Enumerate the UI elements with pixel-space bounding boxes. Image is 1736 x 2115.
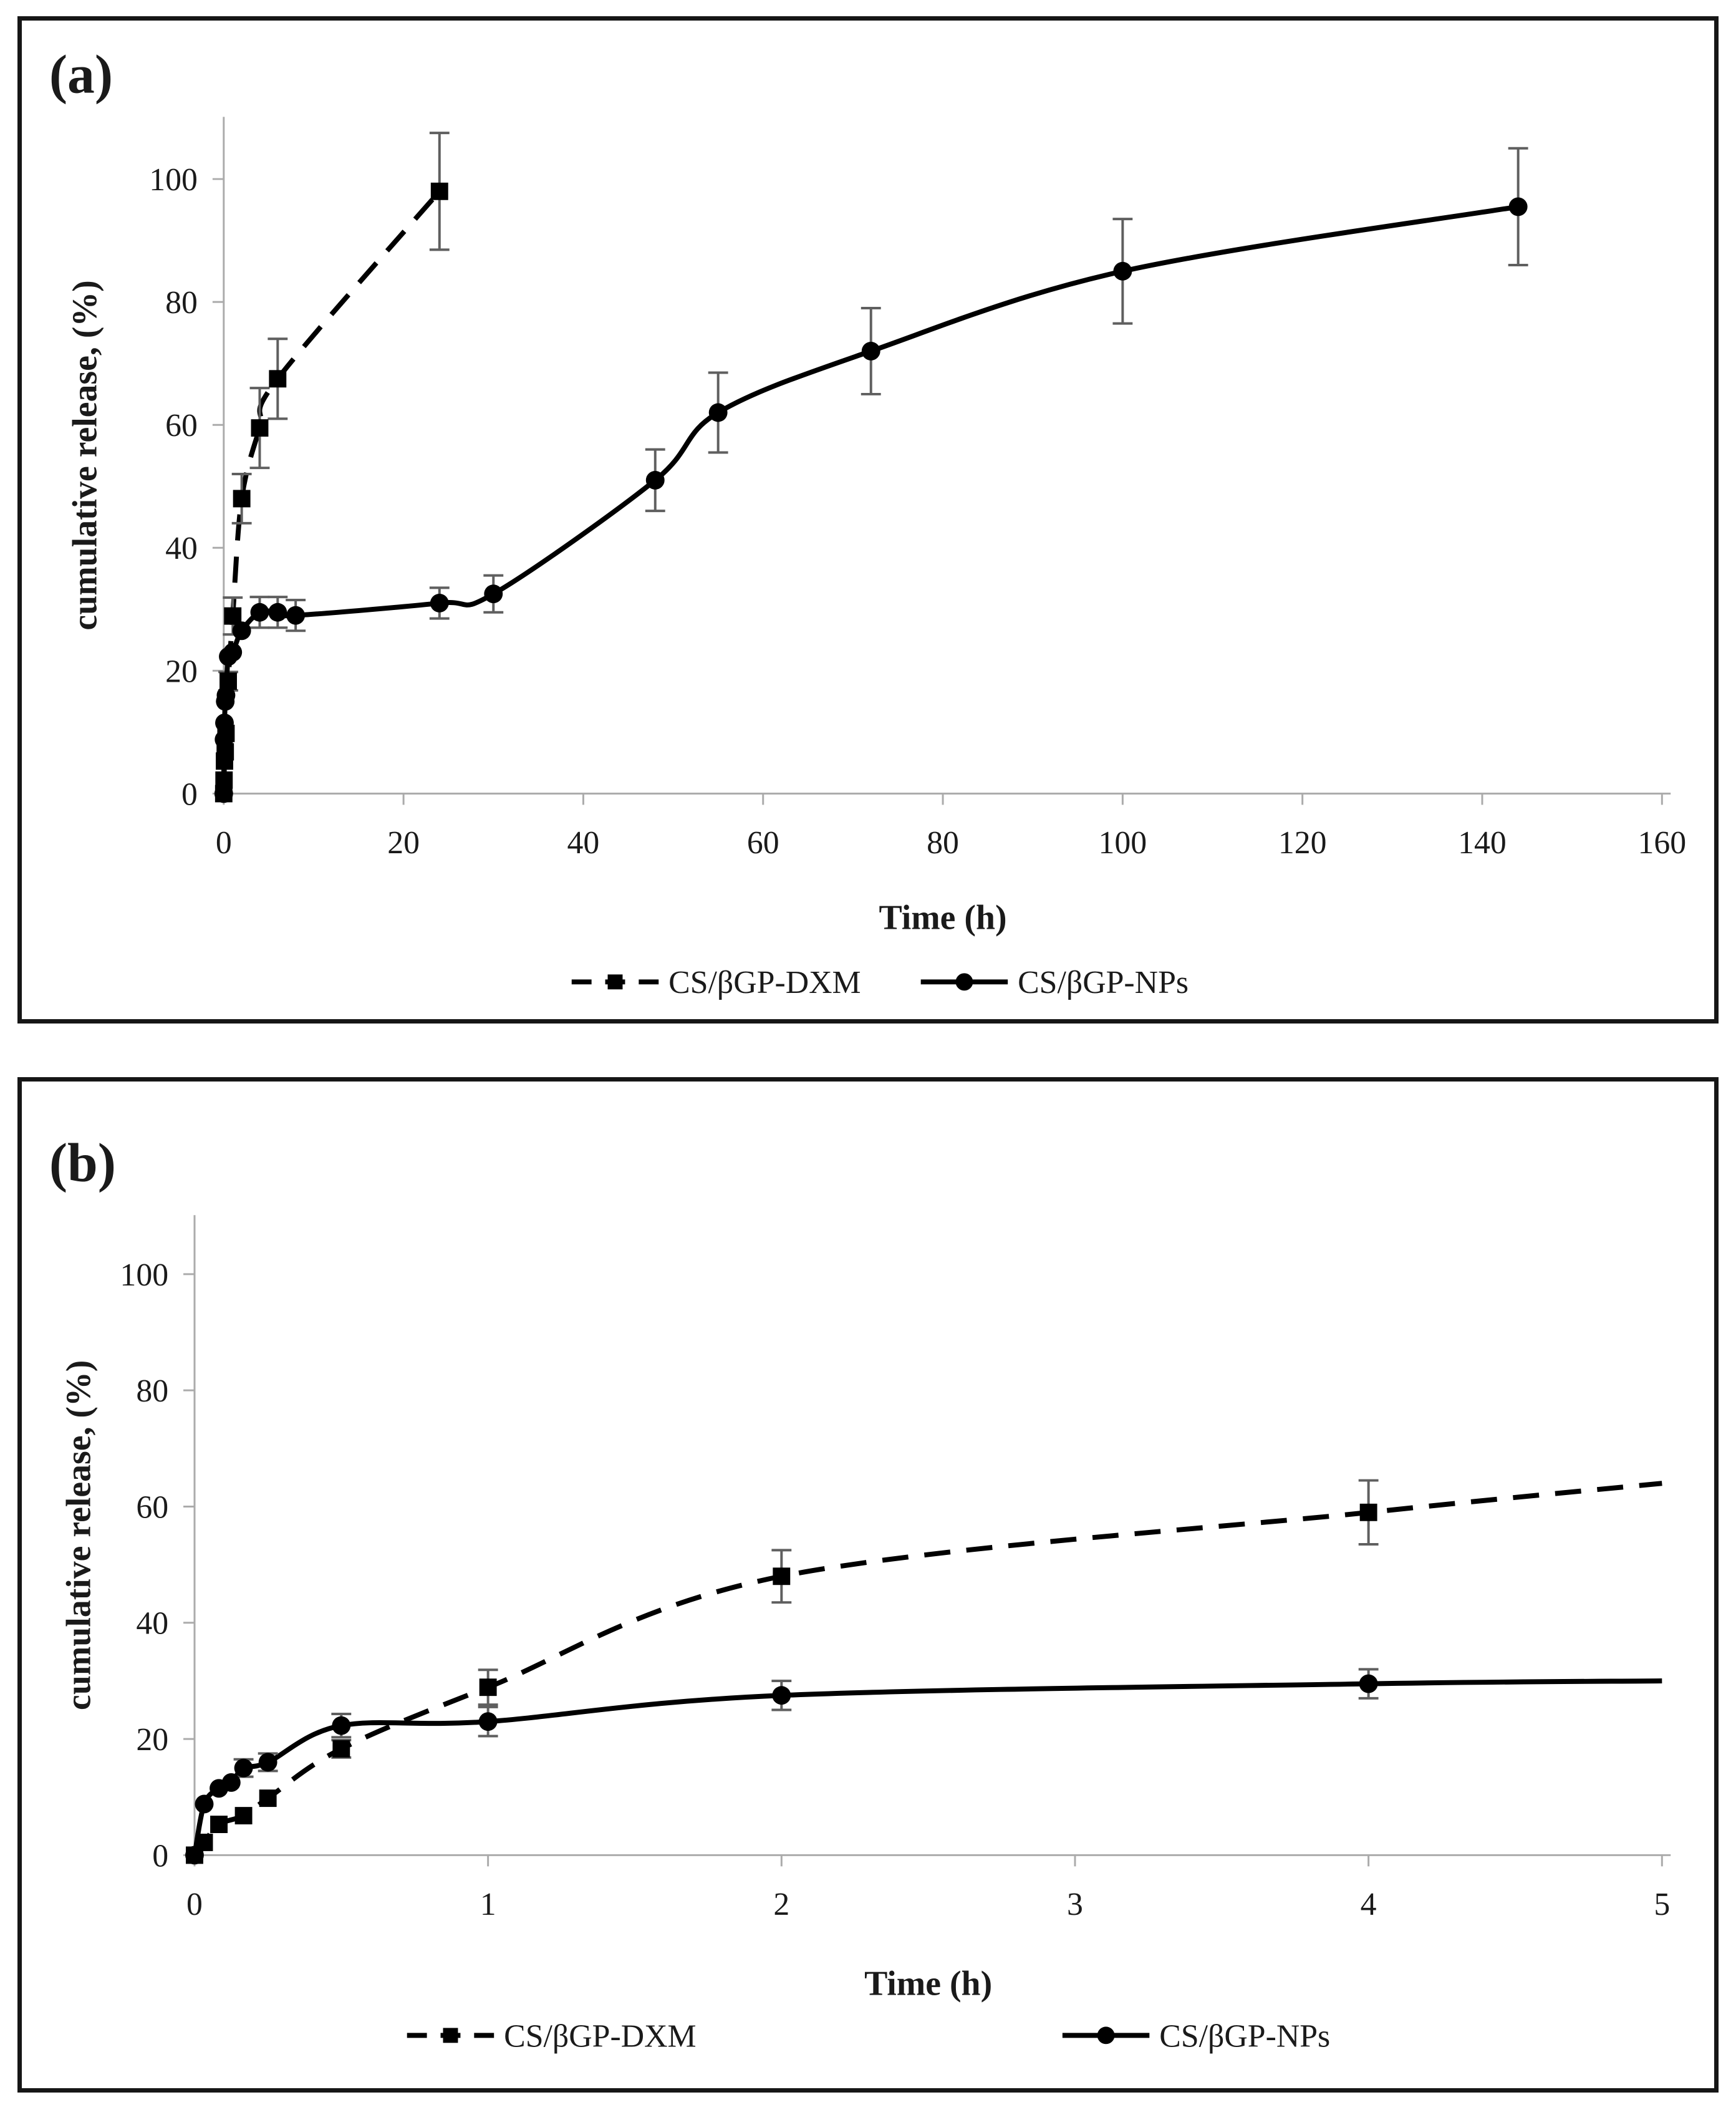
x-tick-label: 2 <box>773 1887 789 1922</box>
marker-circle <box>484 584 503 604</box>
legend-item-cs-gp-nps: CS/βGP-NPs <box>1062 2018 1330 2054</box>
marker-circle <box>221 1773 241 1793</box>
y-tick-label: 20 <box>165 654 198 689</box>
legend-circle-marker <box>1097 2026 1115 2045</box>
x-tick-label: 4 <box>1361 1887 1377 1922</box>
y-tick-label: 20 <box>136 1722 168 1758</box>
marker-square <box>233 490 251 508</box>
series-cs-gp-nps <box>185 1668 1662 1865</box>
series-line-cs-gp-dxm <box>192 1481 1662 1857</box>
x-tick-label: 0 <box>186 1887 203 1922</box>
marker-square <box>210 1816 228 1834</box>
marker-circle <box>215 714 234 733</box>
marker-circle <box>645 470 665 490</box>
series-line-cs-gp-nps <box>221 204 1519 794</box>
y-tick-label: 80 <box>165 285 198 321</box>
marker-circle <box>214 784 233 803</box>
marker-square <box>251 419 269 437</box>
marker-circle <box>232 621 251 641</box>
marker-square <box>269 370 287 388</box>
legend-label-cs-gp-nps: CS/βGP-NPs <box>1018 965 1189 1000</box>
legend-circle-marker <box>955 973 973 991</box>
series-line-cs-gp-nps <box>192 1678 1662 1856</box>
x-tick-label: 3 <box>1067 1887 1083 1922</box>
x-axis-title: Time (h) <box>864 1965 992 2003</box>
legend-item-cs-gp-dxm: CS/βGP-DXM <box>407 2018 697 2054</box>
x-tick-label: 5 <box>1654 1887 1670 1922</box>
x-tick-label: 140 <box>1458 825 1507 861</box>
x-tick-label: 160 <box>1637 825 1686 861</box>
marker-square <box>224 607 242 625</box>
x-tick-label: 60 <box>747 825 779 861</box>
marker-circle <box>268 603 287 622</box>
panel-label: (b) <box>49 1133 116 1193</box>
legend-swatch-cs-gp-dxm <box>407 2028 494 2043</box>
marker-circle <box>223 642 243 662</box>
panel-b: (b) cumulative release, (%) 0 20 40 60 80 100 0 1… <box>17 1077 1719 2093</box>
legend-swatch-cs-gp-nps <box>1062 2026 1150 2045</box>
marker-circle <box>215 730 234 749</box>
legend-label-cs-gp-dxm: CS/βGP-DXM <box>668 965 861 1000</box>
legend-square-marker <box>607 974 623 990</box>
x-axis-title: Time (h) <box>879 899 1007 937</box>
y-tick-label: 0 <box>181 777 198 812</box>
y-axis-title: cumulative release, (%) <box>60 1360 99 1710</box>
panel-label: (a) <box>49 44 113 105</box>
y-tick-label: 40 <box>165 531 198 566</box>
marker-circle <box>216 685 236 705</box>
chart-canvas-a: (a) cumulative release, (%) 0 20 40 60 80 100 0 2… <box>49 44 1686 1001</box>
y-tick-label: 40 <box>136 1606 168 1642</box>
marker-circle <box>772 1686 791 1705</box>
legend-square-marker <box>443 2028 458 2043</box>
x-tick-label: 100 <box>1099 825 1147 861</box>
legend-swatch-cs-gp-dxm <box>571 974 659 990</box>
marker-circle <box>708 403 728 422</box>
marker-square <box>1359 1503 1377 1521</box>
marker-circle <box>286 606 306 625</box>
marker-circle <box>185 1846 204 1865</box>
x-tick-label: 0 <box>216 825 232 861</box>
x-tick-label: 80 <box>927 825 959 861</box>
y-tick-label: 100 <box>120 1257 168 1293</box>
marker-circle <box>332 1716 351 1735</box>
marker-circle <box>430 594 449 612</box>
y-tick-label: 60 <box>165 408 198 443</box>
marker-circle <box>1359 1674 1378 1693</box>
marker-circle <box>478 1712 498 1731</box>
y-axis-title: cumulative release, (%) <box>66 280 105 630</box>
marker-square <box>332 1740 350 1758</box>
marker-circle <box>1508 197 1528 216</box>
marker-square <box>430 182 448 200</box>
y-tick-label: 60 <box>136 1490 168 1526</box>
series-cs-gp-nps <box>214 147 1528 803</box>
series-cs-gp-dxm <box>186 1479 1662 1864</box>
marker-circle <box>861 342 880 361</box>
chart-canvas-b: (b) cumulative release, (%) 0 20 40 60 80 100 0 1… <box>49 1133 1671 2054</box>
marker-circle <box>250 603 269 622</box>
marker-circle <box>1113 261 1132 281</box>
marker-circle <box>234 1758 253 1778</box>
legend-item-cs-gp-nps: CS/βGP-NPs <box>920 965 1189 1000</box>
legend-item-cs-gp-dxm: CS/βGP-DXM <box>571 965 861 1000</box>
marker-circle <box>258 1753 277 1772</box>
series-cs-gp-dxm <box>215 132 450 803</box>
panel-a: (a) cumulative release, (%) 0 20 40 60 80 100 0 2… <box>17 16 1719 1024</box>
y-tick-label: 0 <box>152 1838 168 1874</box>
series-line-cs-gp-dxm <box>221 190 441 794</box>
legend-label-cs-gp-dxm: CS/βGP-DXM <box>504 2018 696 2054</box>
x-tick-label: 20 <box>387 825 420 861</box>
x-tick-label: 40 <box>567 825 600 861</box>
marker-circle <box>195 1794 214 1814</box>
y-tick-label: 100 <box>149 162 198 198</box>
legend-swatch-cs-gp-nps <box>920 973 1008 991</box>
marker-square <box>259 1789 277 1808</box>
y-tick-label: 80 <box>136 1373 168 1409</box>
x-tick-label: 120 <box>1278 825 1327 861</box>
legend-label-cs-gp-nps: CS/βGP-NPs <box>1159 2018 1330 2054</box>
marker-square <box>479 1678 497 1696</box>
x-tick-label: 1 <box>480 1887 496 1922</box>
marker-square <box>234 1807 253 1825</box>
marker-square <box>773 1567 791 1585</box>
